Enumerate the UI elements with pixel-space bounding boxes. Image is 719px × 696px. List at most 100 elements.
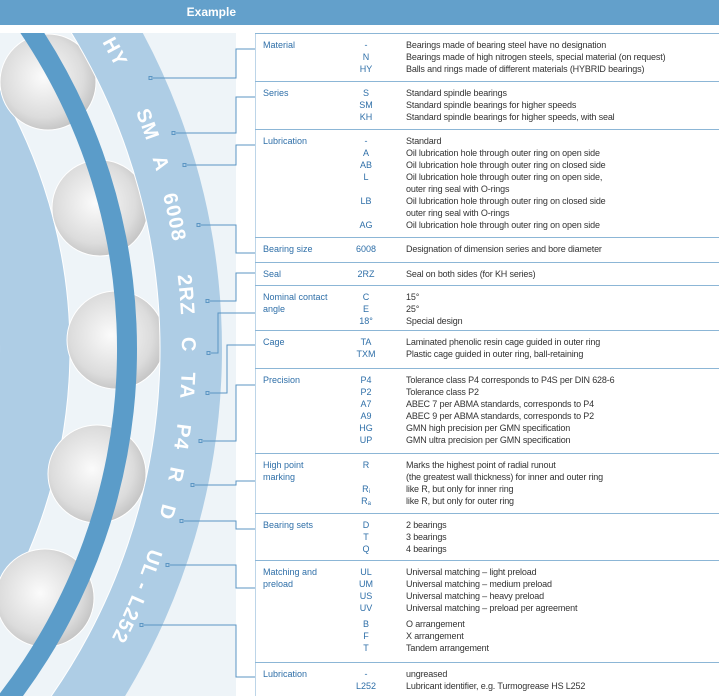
description: like R, but only for outer ring	[406, 496, 514, 506]
description: Oil lubrication hole through outer ring …	[406, 172, 603, 182]
divider	[255, 82, 256, 129]
description: Balls and rings made of different materi…	[406, 64, 645, 74]
section-label: Precision	[263, 375, 301, 385]
code: -	[364, 136, 368, 146]
designation-token: P4	[169, 422, 194, 451]
description: 3 bearings	[406, 532, 447, 542]
table-row: - Bearings made of bearing steel have no …	[255, 39, 719, 51]
section-rows: D 2 bearings T 3 bearings Q 4 bearings	[255, 519, 719, 555]
section-rows: R Marks the highest point of radial runou…	[255, 459, 719, 507]
divider	[255, 561, 256, 662]
section-label: Bearing sets	[263, 520, 314, 530]
description: Plastic cage guided in outer ring, ball-…	[406, 349, 584, 359]
connector-dot	[165, 563, 170, 567]
table-row: TXM Plastic cage guided in outer ring, ba…	[255, 348, 719, 360]
table-row: UL Universal matching – light preload	[255, 566, 719, 578]
designation-token: D	[154, 502, 179, 523]
table-row: L Oil lubrication hole through outer ring…	[255, 171, 719, 183]
description: Oil lubrication hole through outer ring …	[406, 196, 606, 206]
table-row: AB Oil lubrication hole through outer rin…	[255, 159, 719, 171]
connector-dot	[139, 623, 144, 627]
section-label: Series	[263, 88, 289, 98]
connector-lines	[139, 48, 255, 678]
description: outer ring seal with O-rings	[406, 208, 510, 218]
divider	[255, 331, 256, 368]
code: Ra	[361, 496, 371, 507]
table-row: AG Oil lubrication hole through outer rin…	[255, 219, 719, 231]
code: A	[362, 148, 369, 158]
table-row: 2RZ Seal on both sides (for KH series)	[255, 268, 719, 280]
table-row: R Marks the highest point of radial runou…	[255, 459, 719, 471]
description: GMN ultra precision per GMN specificatio…	[406, 435, 571, 445]
section-label: High point marking	[263, 460, 304, 482]
cage	[0, 33, 137, 696]
connector-dot	[198, 439, 203, 443]
section-label: Lubrication	[263, 136, 308, 146]
designation-token: A	[148, 153, 174, 174]
divider	[255, 369, 256, 453]
section: Lubrication - Standard A Oil lubrication hol…	[255, 129, 719, 237]
description: Tolerance class P2	[406, 387, 479, 397]
description: Standard spindle bearings for higher spe…	[406, 112, 615, 122]
description: Oil lubrication hole through outer ring …	[406, 160, 606, 170]
description: ABEC 9 per ABMA standards, corresponds t…	[406, 411, 595, 421]
code: -	[364, 669, 368, 679]
section-rows: S Standard spindle bearings SM Standard spi…	[255, 87, 719, 123]
code: L252	[355, 681, 377, 691]
description: Marks the highest point of radial runout	[406, 460, 556, 470]
code: AG	[359, 220, 373, 230]
section: Nominal contact angle C 15° E 25° 18° Special …	[255, 285, 719, 330]
code: D	[362, 520, 370, 530]
table-row: A Oil lubrication hole through outer ring…	[255, 147, 719, 159]
section-label: Bearing size	[263, 244, 313, 254]
code-subscript: a	[367, 501, 371, 507]
connector-dot	[171, 131, 176, 135]
divider	[255, 238, 256, 262]
table-row: TA Laminated phenolic resin cage guided i…	[255, 336, 719, 348]
code: UL	[360, 567, 372, 577]
description: GMN high precision per GMN specification	[406, 423, 571, 433]
connector-dot	[190, 483, 195, 487]
section: Seal 2RZ Seal on both sides (for KH series…	[255, 262, 719, 285]
divider	[255, 663, 256, 696]
divider	[255, 263, 256, 285]
section-label: Lubrication	[263, 669, 308, 679]
description: Universal matching – preload per agreeme…	[406, 603, 578, 613]
header-bar: Example	[0, 0, 719, 25]
table-row: S Standard spindle bearings	[255, 87, 719, 99]
ring-edge	[50, 33, 161, 696]
section-label: Cage	[263, 337, 285, 347]
description: 2 bearings	[406, 520, 447, 530]
designation-token: TA	[175, 372, 199, 401]
code: C	[362, 292, 370, 302]
code: UV	[359, 603, 373, 613]
section: Matching and preload UL Universal matching…	[255, 560, 719, 662]
section: Lubrication - ungreased L252 Lubricant ident…	[255, 662, 719, 696]
code: A9	[360, 411, 372, 421]
section-rows: - Bearings made of bearing steel have no …	[255, 39, 719, 75]
code: L	[363, 172, 369, 182]
table-row: N Bearings made of high nitrogen steels, …	[255, 51, 719, 63]
code: HG	[359, 423, 373, 433]
divider	[255, 286, 256, 330]
section-rows: - Standard A Oil lubrication hole through o…	[255, 135, 719, 231]
connector-dot	[205, 391, 210, 395]
description: (the greatest wall thickness) for inner …	[406, 472, 604, 482]
section-rows: C 15° E 25° 18° Special design	[255, 291, 719, 327]
connector-line	[210, 272, 255, 302]
connector-line	[184, 520, 255, 530]
connector-line	[210, 344, 255, 394]
code: UP	[359, 435, 373, 445]
section-rows: - ungreased L252 Lubricant identifier, e.g.…	[255, 668, 719, 692]
section: Cage TA Laminated phenolic resin cage guid…	[255, 330, 719, 368]
table-row: SM Standard spindle bearings for higher s…	[255, 99, 719, 111]
section-label: Material	[263, 40, 296, 50]
header-title: Example	[186, 5, 236, 19]
description: X arrangement	[406, 631, 464, 641]
table-row: HG GMN high precision per GMN specificati…	[255, 422, 719, 434]
table-row: Ra like R, but only for outer ring	[255, 495, 719, 507]
description: ABEC 7 per ABMA standards, corresponds t…	[406, 399, 595, 409]
description: Universal matching – light preload	[406, 567, 537, 577]
connector-line	[153, 48, 255, 79]
